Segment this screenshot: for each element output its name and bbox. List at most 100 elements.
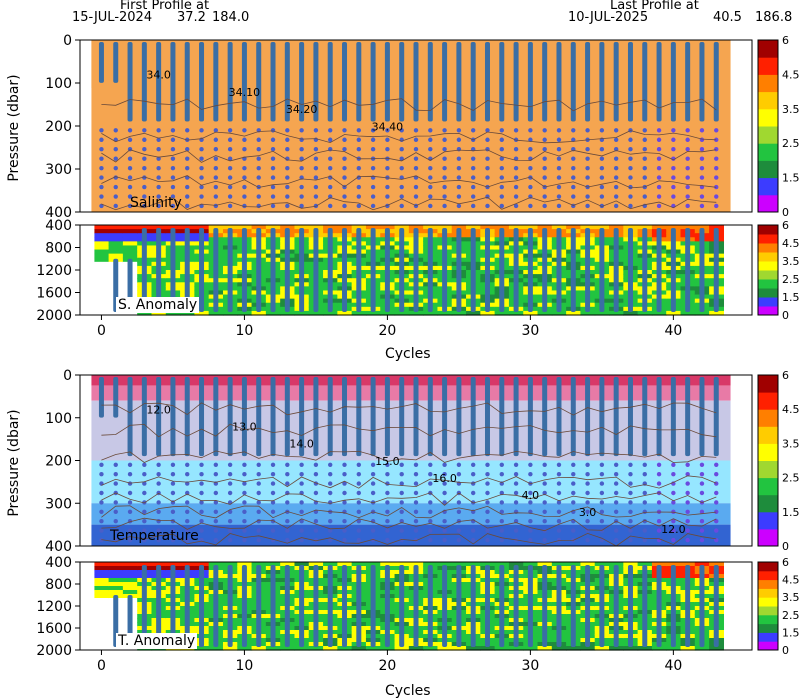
profile-dot	[528, 462, 533, 467]
profile-dot	[613, 128, 619, 133]
salinity-field	[91, 40, 731, 212]
profile-dot	[213, 528, 219, 533]
profile-dot	[213, 462, 219, 467]
profile-dot	[270, 194, 276, 199]
profile-dot	[127, 156, 133, 161]
profile-dot	[542, 471, 547, 477]
anomaly-cell	[637, 225, 653, 230]
profile-dot	[470, 481, 476, 486]
profile-dot	[170, 462, 176, 467]
profile-dot	[499, 500, 504, 505]
profile-dot	[528, 175, 533, 180]
anomaly-cell	[108, 582, 124, 587]
profile-dot	[156, 147, 161, 152]
profile-dot	[428, 184, 433, 190]
colorbar-swatch	[758, 252, 778, 262]
profile-dot	[528, 537, 533, 543]
profile-dot	[285, 481, 290, 486]
profile-bar	[184, 565, 190, 647]
profile-dot	[442, 471, 447, 477]
profile-dot	[213, 165, 219, 171]
profile-dot	[628, 537, 633, 543]
profile-dot	[585, 203, 590, 209]
profile-dot	[613, 165, 619, 171]
profile-dot	[613, 528, 619, 533]
profile-dot	[485, 128, 490, 133]
first-profile-lat: 37.2	[177, 10, 206, 25]
temperature-band	[91, 375, 731, 386]
anomaly-cell	[594, 562, 610, 567]
anomaly-cell	[308, 562, 324, 567]
anomaly-cell	[351, 225, 367, 230]
profile-dot	[556, 471, 562, 477]
profile-dot	[642, 147, 647, 152]
profile-dot	[342, 500, 347, 505]
contour-line	[101, 402, 717, 416]
profile-dot	[142, 500, 147, 505]
profile-dot	[485, 462, 490, 467]
anomaly-cell	[122, 241, 138, 247]
profile-dot	[142, 184, 147, 190]
anomaly-cell	[594, 310, 610, 316]
profile-bar	[356, 228, 362, 312]
profile-bar	[313, 228, 319, 312]
last-profile-date: 10-JUL-2025	[568, 10, 649, 25]
anomaly-cell	[480, 646, 496, 651]
colorbar-tick-label: 4.5	[782, 237, 800, 250]
anomaly-cell	[122, 310, 138, 316]
profile-dot	[499, 184, 504, 190]
anomaly-cell	[437, 646, 453, 651]
anomaly-cell	[523, 562, 539, 567]
profile-dot	[571, 481, 576, 486]
anomaly-cell	[451, 646, 467, 651]
profile-dot	[299, 528, 304, 533]
profile-bar	[199, 377, 205, 457]
profile-dot	[313, 156, 319, 161]
y-tick-label: 400	[45, 205, 72, 221]
profile-dot	[328, 471, 333, 477]
profile-dot	[442, 462, 447, 467]
profile-dot	[556, 137, 562, 142]
profile-dot	[356, 537, 362, 543]
profile-dot	[456, 137, 462, 142]
profile-bar	[199, 228, 205, 312]
profile-bar	[342, 377, 348, 457]
profile-dot	[156, 128, 161, 133]
profile-dot	[599, 462, 605, 467]
profile-dot	[328, 156, 333, 161]
temperature-contour-label: 4.0	[522, 489, 540, 502]
profile-bar	[427, 377, 433, 457]
profile-bar	[685, 377, 691, 457]
profile-dot	[413, 462, 419, 467]
anomaly-cell	[122, 249, 138, 255]
profile-dot	[585, 175, 590, 180]
y-tick-label: 2000	[36, 643, 72, 659]
anomaly-cell	[165, 310, 181, 316]
anomaly-cell	[180, 562, 195, 567]
profile-dot	[285, 137, 290, 142]
profile-dot	[156, 203, 161, 209]
anomaly-cell	[551, 225, 567, 230]
anomaly-cell	[666, 562, 682, 567]
anomaly-cell	[94, 286, 110, 292]
profile-dot	[256, 147, 261, 152]
profile-bar	[399, 377, 405, 457]
profile-dot	[356, 184, 362, 190]
anomaly-cell	[694, 225, 710, 230]
profile-dot	[456, 203, 462, 209]
profile-bar	[241, 377, 247, 457]
y-tick-label: 100	[45, 76, 72, 92]
profile-dot	[685, 471, 690, 477]
profile-dot	[456, 147, 462, 152]
profile-dot	[399, 147, 404, 152]
profile-dot	[513, 490, 519, 496]
profile-dot	[485, 537, 490, 543]
y-tick-label: 300	[45, 162, 72, 178]
profile-dot	[613, 203, 619, 209]
profile-dot	[442, 519, 447, 524]
contour-line	[101, 130, 717, 144]
y-tick-label: 800	[45, 241, 72, 257]
profile-dot	[470, 156, 476, 161]
profile-dot	[556, 147, 562, 152]
profile-dot	[513, 184, 519, 190]
